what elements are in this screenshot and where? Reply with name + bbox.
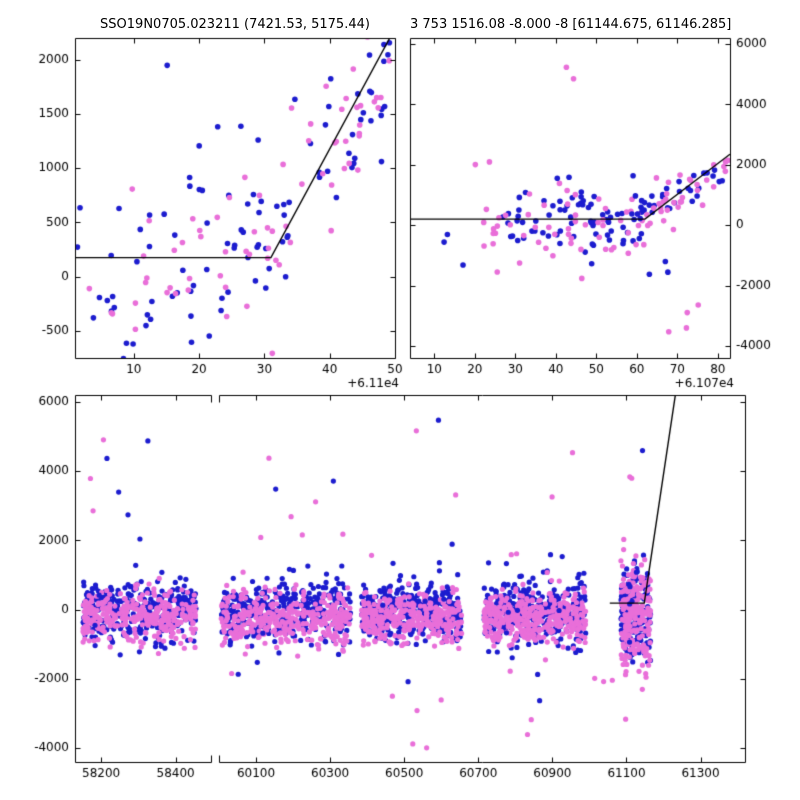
subplot1-title: SSO19N0705.023211 (7421.53, 5175.44)	[100, 17, 370, 32]
subplot2-title: 3 753 1516.08 -8.000 -8 [61144.675, 6114…	[410, 17, 732, 32]
